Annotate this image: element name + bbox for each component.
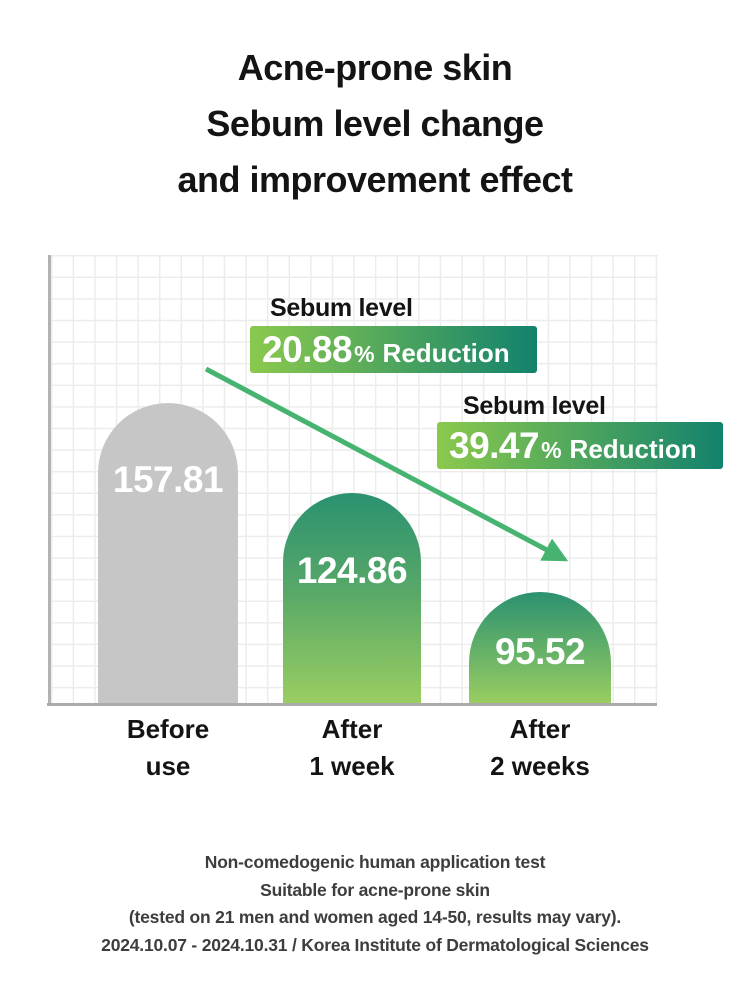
reduction-badge-week2: 39.47 % Reduction: [437, 422, 723, 469]
bar-before-use: [98, 403, 238, 705]
x-label-after-1-week: After 1 week: [262, 711, 442, 785]
footer-line-1: Non-comedogenic human application test: [204, 852, 546, 872]
reduction-value-week1: 20.88: [262, 329, 353, 370]
x-label-line: 1 week: [309, 751, 395, 781]
reduction-text-week1: Reduction: [382, 338, 510, 368]
x-label-line: 2 weeks: [490, 751, 590, 781]
footer-line-3: (tested on 21 men and women aged 14-50, …: [128, 907, 622, 927]
annotation-label-week2: Sebum level: [463, 392, 606, 420]
x-label-line: After: [509, 714, 571, 744]
bar-after-1-week: [283, 493, 421, 705]
reduction-value-week2: 39.47: [449, 425, 540, 466]
title-line-1: Acne-prone skin: [237, 47, 513, 88]
test-disclaimer: Non-comedogenic human application test S…: [0, 849, 750, 959]
footer-line-4: 2024.10.07 - 2024.10.31 / Korea Institut…: [101, 934, 649, 955]
x-label-line: use: [145, 751, 191, 781]
bar-value-before-use: 157.81: [112, 459, 224, 500]
bar-value-after-2-weeks: 95.52: [494, 631, 586, 672]
annotation-label-week1: Sebum level: [270, 294, 413, 322]
x-axis-line: [47, 703, 657, 706]
title-line-3: and improvement effect: [177, 159, 573, 200]
x-label-after-2-weeks: After 2 weeks: [450, 711, 630, 785]
bar-after-2-weeks: [469, 592, 611, 705]
bar-value-after-1-week: 124.86: [296, 550, 408, 591]
title-line-2: Sebum level change: [206, 103, 544, 144]
footer-line-2: Suitable for acne-prone skin: [260, 879, 490, 900]
x-label-line: Before: [126, 714, 210, 744]
x-label-before-use: Before use: [78, 711, 258, 785]
reduction-badge-week1: 20.88 % Reduction: [250, 326, 537, 373]
x-label-line: After: [321, 714, 383, 744]
reduction-text-week2: Reduction: [569, 434, 697, 464]
page-title: Acne-prone skin Sebum level change and i…: [0, 40, 750, 208]
percent-sign-week1: %: [354, 341, 375, 367]
percent-sign-week2: %: [541, 437, 562, 463]
